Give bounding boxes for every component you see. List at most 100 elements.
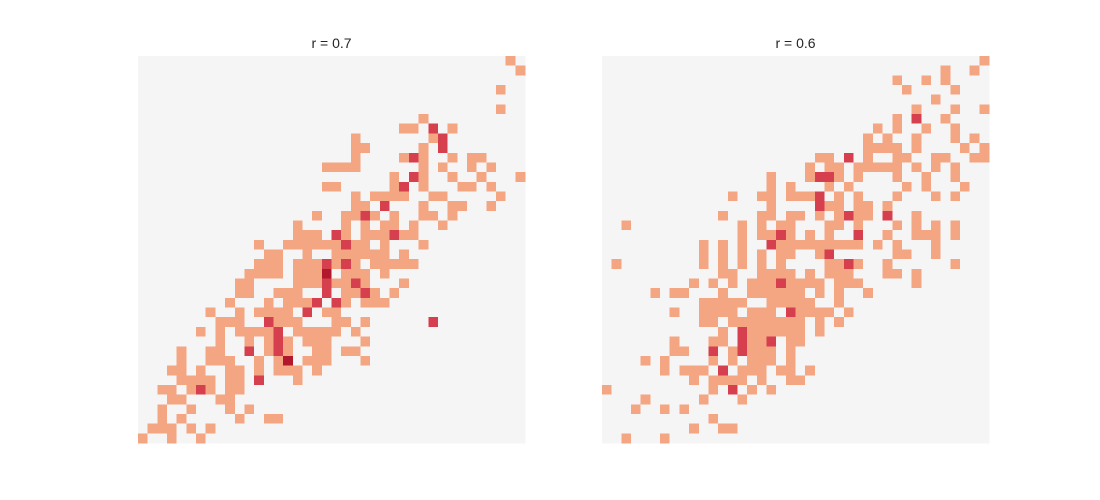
heatmap-cell — [718, 220, 729, 231]
heatmap-cell — [167, 375, 177, 386]
heatmap-cell — [379, 210, 390, 221]
heatmap-cell — [689, 336, 700, 347]
heatmap-cell — [263, 336, 274, 347]
heatmap-cell — [476, 375, 487, 386]
heatmap-cell — [321, 326, 332, 337]
heatmap-cell — [428, 249, 439, 260]
heatmap-cell — [805, 65, 816, 76]
heatmap-cell — [679, 65, 690, 76]
heatmap-cell — [756, 278, 767, 289]
heatmap-cell — [689, 355, 700, 366]
heatmap-cell — [408, 297, 419, 308]
heatmap-cell — [640, 191, 651, 202]
heatmap-cell — [234, 143, 245, 154]
heatmap-cell — [428, 191, 439, 202]
heatmap-cell — [428, 278, 439, 289]
heatmap-cell — [901, 162, 912, 173]
heatmap-cell — [292, 114, 303, 125]
heatmap-cell — [486, 152, 497, 163]
heatmap-cell — [331, 143, 342, 154]
heatmap-cell — [737, 288, 748, 299]
heatmap-cell — [263, 75, 274, 86]
heatmap-cell — [969, 162, 980, 173]
heatmap-cell — [331, 384, 342, 395]
heatmap-cell — [853, 220, 864, 231]
heatmap-cell — [708, 75, 719, 86]
heatmap-cell — [428, 123, 439, 134]
heatmap-cell — [660, 317, 671, 328]
heatmap-cell — [457, 201, 468, 212]
heatmap-cell — [785, 394, 796, 405]
heatmap-cell — [196, 413, 207, 424]
heatmap-cell — [350, 384, 361, 395]
heatmap-cell — [747, 152, 758, 163]
heatmap-cell — [254, 220, 265, 231]
heatmap-cell — [650, 394, 661, 405]
heatmap-cell — [689, 56, 700, 66]
heatmap-cell — [950, 336, 961, 347]
heatmap-cell — [940, 191, 951, 202]
heatmap-cell — [505, 133, 516, 144]
heatmap-cell — [747, 433, 758, 444]
heatmap-cell — [418, 239, 429, 250]
heatmap-cell — [370, 423, 381, 434]
heatmap-cell — [302, 191, 313, 202]
heatmap-cell — [950, 346, 961, 357]
heatmap-cell — [824, 75, 835, 86]
heatmap-cell — [660, 210, 671, 221]
heatmap-cell — [350, 104, 361, 115]
heatmap-cell — [254, 375, 265, 386]
heatmap-cell — [631, 355, 641, 366]
heatmap-cell — [447, 336, 458, 347]
heatmap-cell — [669, 317, 680, 328]
heatmap-cell — [457, 326, 468, 337]
heatmap-cell — [515, 346, 526, 357]
heatmap-cell — [708, 346, 719, 357]
heatmap-cell — [341, 404, 352, 415]
heatmap-cell — [350, 413, 361, 424]
heatmap-cell — [147, 220, 158, 231]
heatmap-cell — [292, 239, 303, 250]
heatmap-cell — [930, 423, 941, 434]
heatmap-cell — [147, 268, 158, 279]
heatmap-cell — [834, 249, 845, 260]
heatmap-cell — [756, 230, 767, 241]
heatmap-cell — [756, 355, 767, 366]
heatmap-cell — [350, 288, 361, 299]
heatmap-cell — [408, 307, 419, 318]
heatmap-cell — [979, 191, 990, 202]
heatmap-cell — [640, 375, 651, 386]
heatmap-cell — [930, 191, 941, 202]
heatmap-cell — [650, 239, 661, 250]
heatmap-cell — [437, 346, 448, 357]
heatmap-cell — [379, 384, 390, 395]
heatmap-cell — [341, 326, 352, 337]
heatmap-cell — [263, 278, 274, 289]
heatmap-cell — [495, 181, 506, 192]
heatmap-cell — [476, 104, 487, 115]
heatmap-cell — [979, 249, 990, 260]
heatmap-cell — [515, 375, 526, 386]
heatmap-cell — [418, 259, 429, 270]
heatmap-cell — [360, 259, 371, 270]
heatmap-cell — [515, 239, 526, 250]
heatmap-cell — [611, 413, 622, 424]
heatmap-cell — [447, 75, 458, 86]
heatmap-cell — [254, 85, 265, 95]
heatmap-cell — [437, 104, 448, 115]
heatmap-cell — [476, 433, 487, 444]
heatmap-cell — [234, 123, 245, 134]
heatmap-cell — [640, 230, 651, 241]
heatmap-cell — [138, 220, 148, 231]
heatmap-cell — [263, 346, 274, 357]
heatmap-cell — [824, 394, 835, 405]
heatmap-cell — [389, 375, 400, 386]
heatmap-cell — [950, 268, 961, 279]
heatmap-cell — [283, 297, 294, 308]
heatmap-cell — [950, 220, 961, 231]
heatmap-cell — [437, 220, 448, 231]
heatmap-cell — [292, 384, 303, 395]
heatmap-cell — [428, 210, 439, 221]
heatmap-cell — [698, 278, 709, 289]
heatmap-cell — [679, 239, 690, 250]
